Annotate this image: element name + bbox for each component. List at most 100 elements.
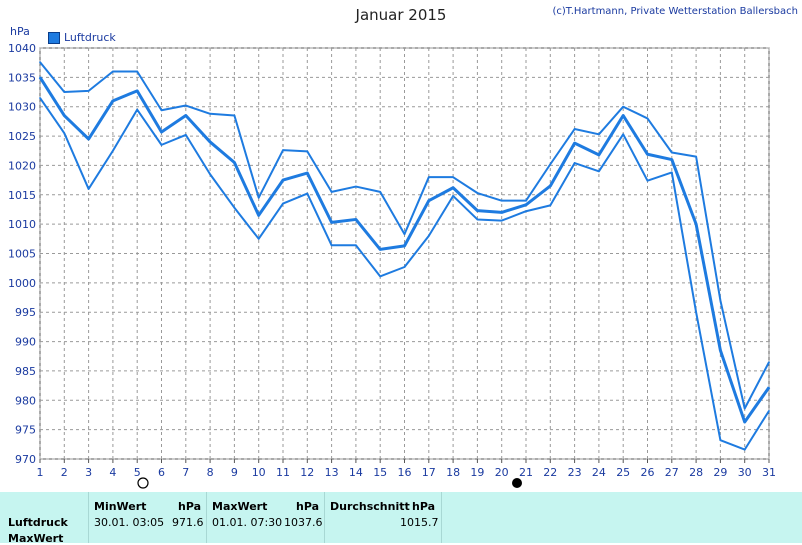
x-tick-label: 6 [158, 466, 165, 479]
data-point-luftdruck [622, 114, 624, 117]
data-point-minwert [768, 410, 770, 412]
data-point-minwert [695, 311, 697, 314]
data-point-maxwert [160, 109, 163, 112]
x-tick-label: 26 [641, 466, 655, 479]
y-tick-label: 1000 [8, 277, 36, 290]
x-tick-label: 19 [470, 466, 484, 479]
max-datetime: 01.01. 07:30 [212, 516, 283, 529]
data-point-luftdruck [768, 386, 770, 389]
data-point-maxwert [500, 199, 503, 202]
x-tick-label: 21 [519, 466, 533, 479]
chart-svg: 9709759809859909951000100510101015102010… [8, 42, 776, 489]
data-point-luftdruck [695, 223, 697, 225]
y-tick-label: 980 [15, 394, 36, 407]
y-tick-label: 1030 [8, 101, 36, 114]
max-header: MaxWert [212, 500, 268, 513]
data-point-luftdruck [452, 186, 454, 189]
data-point-maxwert [743, 407, 746, 410]
x-tick-label: 1 [37, 466, 44, 479]
row-label-luftdruck: Luftdruck [8, 516, 68, 529]
data-point-minwert [379, 275, 382, 278]
x-tick-label: 27 [665, 466, 679, 479]
x-tick-label: 28 [689, 466, 703, 479]
avg-header: Durchschnitt [330, 500, 410, 513]
data-point-luftdruck [282, 179, 284, 181]
x-tick-label: 2 [61, 466, 68, 479]
data-point-luftdruck [87, 138, 90, 140]
data-point-luftdruck [306, 172, 309, 174]
new-moon-icon [512, 478, 522, 488]
data-point-minwert [549, 204, 552, 207]
data-point-minwert [39, 97, 41, 99]
x-tick-label: 10 [252, 466, 266, 479]
data-point-minwert [355, 244, 357, 247]
chart-title: Januar 2015 [355, 6, 447, 24]
data-point-maxwert [646, 117, 649, 120]
max-unit: hPa [296, 500, 320, 513]
min-header: MinWert [94, 500, 147, 513]
data-point-maxwert [428, 176, 430, 178]
data-point-maxwert [379, 191, 382, 193]
data-point-minwert [476, 218, 479, 221]
row-label-maxwert: MaxWert [8, 532, 64, 545]
y-tick-label: 1005 [8, 248, 36, 261]
data-point-minwert [622, 133, 624, 136]
y-tick-label: 975 [15, 424, 36, 437]
stats-divider [206, 492, 207, 543]
data-point-minwert [209, 173, 211, 176]
data-point-minwert [282, 202, 284, 205]
data-point-luftdruck [63, 114, 66, 117]
data-point-luftdruck [719, 349, 722, 352]
data-point-maxwert [695, 155, 697, 158]
x-tick-label: 13 [325, 466, 339, 479]
data-point-maxwert [525, 199, 527, 202]
data-point-minwert [573, 162, 576, 164]
x-tick-label: 23 [568, 466, 582, 479]
data-point-luftdruck [209, 141, 211, 143]
data-point-maxwert [136, 70, 138, 73]
data-point-minwert [160, 144, 163, 146]
data-point-luftdruck [428, 199, 430, 202]
data-point-minwert [598, 170, 600, 173]
data-point-maxwert [598, 133, 600, 136]
data-point-luftdruck [743, 421, 746, 423]
y-tick-label: 1025 [8, 130, 36, 143]
data-point-minwert [743, 448, 746, 451]
data-point-luftdruck [330, 221, 333, 224]
copyright-text: (c)T.Hartmann, Private Wetterstation Bal… [552, 6, 798, 17]
data-point-maxwert [476, 192, 479, 194]
data-point-maxwert [112, 70, 114, 73]
data-point-maxwert [306, 150, 309, 153]
data-point-luftdruck [185, 114, 187, 117]
legend-swatch [48, 31, 60, 44]
data-point-minwert [257, 238, 260, 240]
x-tick-label: 16 [398, 466, 412, 479]
data-point-maxwert [671, 151, 673, 154]
data-point-luftdruck [671, 158, 673, 161]
x-tick-label: 20 [495, 466, 509, 479]
data-point-minwert [671, 171, 673, 174]
y-tick-label: 1035 [8, 71, 36, 84]
avg-value: 1015.7 [400, 516, 439, 529]
data-point-luftdruck [549, 185, 552, 187]
full-moon-icon [137, 477, 149, 489]
data-point-maxwert [282, 149, 284, 151]
y-ticks: 970 975 980 985 990 995 1000 1005 1010 1015 1020 10… [8, 42, 36, 466]
data-point-luftdruck [39, 76, 41, 79]
data-point-minwert [646, 179, 649, 182]
data-point-maxwert [233, 114, 236, 117]
x-ticks: 1 2 3 4 5 6 7 8 9 10 11 12 13 14 15 16 17 18 19 20 21 22 23 24 2… [37, 459, 776, 479]
data-point-luftdruck [257, 214, 260, 217]
data-point-luftdruck [403, 245, 406, 247]
legend: Luftdruck [48, 31, 116, 44]
x-tick-label: 8 [207, 466, 214, 479]
data-point-luftdruck [525, 203, 527, 206]
data-point-luftdruck [355, 218, 357, 221]
data-point-minwert [403, 266, 406, 268]
x-tick-label: 4 [109, 466, 116, 479]
data-point-minwert [112, 149, 114, 152]
y-axis-unit: hPa [10, 25, 30, 38]
x-tick-label: 7 [182, 466, 189, 479]
y-tick-label: 1010 [8, 218, 36, 231]
data-point-minwert [185, 134, 187, 136]
